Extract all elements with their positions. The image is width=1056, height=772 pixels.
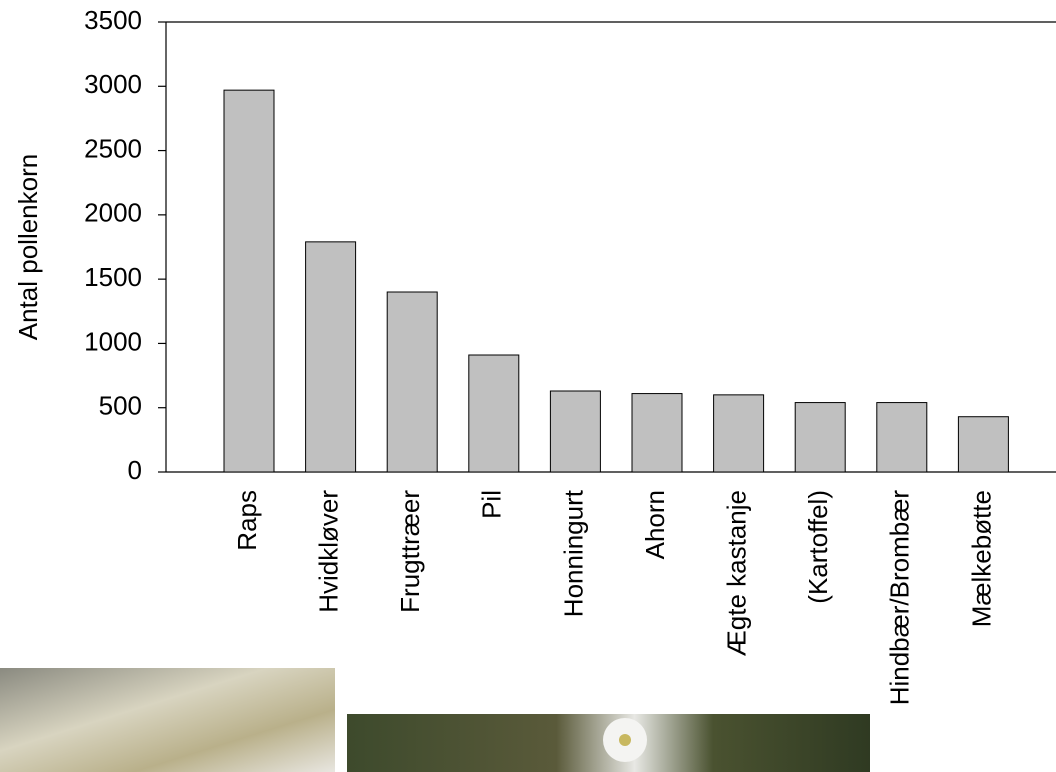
y-tick-label: 2000 (84, 198, 142, 228)
x-tick-label: Honningurt (558, 489, 588, 617)
photo-flower-center (619, 734, 631, 746)
x-tick-label: Pil (477, 490, 507, 519)
bar (468, 354, 520, 473)
x-tick-label: Hvidkløver (313, 490, 343, 613)
bar (794, 402, 846, 473)
y-tick-label: 3000 (84, 69, 142, 99)
bar (876, 402, 928, 473)
x-tick-label: (Kartoffel) (803, 490, 833, 604)
y-tick-label: 2500 (84, 133, 142, 163)
photo-willow (0, 668, 335, 772)
bar (631, 393, 683, 473)
y-tick-label: 1500 (84, 262, 142, 292)
y-tick-label: 500 (99, 391, 142, 421)
x-tick-label: Raps (232, 490, 262, 551)
y-axis-label: Antal pollenkorn (13, 154, 43, 340)
x-tick-label: Mælkebøtte (966, 490, 996, 627)
bar (549, 390, 601, 473)
x-tick-label: Ægte kastanje (721, 490, 751, 656)
y-tick-label: 3500 (84, 5, 142, 35)
x-tick-label: Ahorn (640, 490, 670, 559)
bar (223, 89, 275, 473)
bar (957, 416, 1009, 473)
y-tick-label: 0 (128, 455, 142, 485)
bar (305, 241, 357, 473)
bar (713, 394, 765, 473)
y-tick-label: 1000 (84, 326, 142, 356)
x-tick-label: Hindbær/Brombær (885, 490, 915, 706)
x-tick-label: Frugttræer (395, 490, 425, 613)
bar (386, 291, 438, 473)
